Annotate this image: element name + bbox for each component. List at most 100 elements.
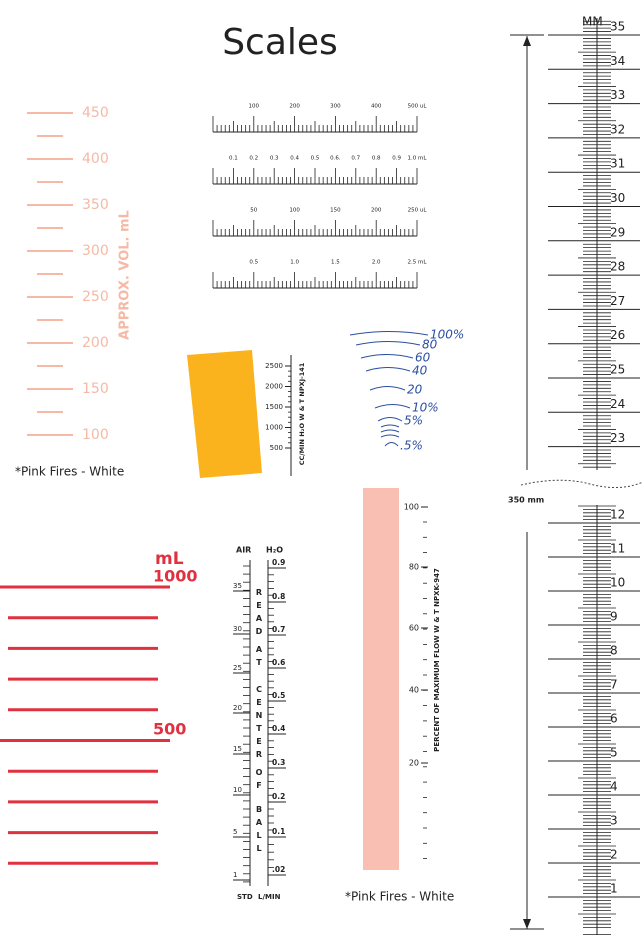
axis-label: PERCENT OF MAXIMUM FLOW W & T NPXK-947	[433, 568, 441, 752]
curve-label: 40	[412, 364, 428, 378]
ruler-label: 1.0	[290, 260, 299, 266]
header: H₂O	[266, 546, 283, 555]
ruler-label: 0.3	[270, 156, 279, 162]
scale-label: 100	[82, 427, 109, 443]
mm-label: 8	[610, 644, 618, 658]
center-word: AT	[255, 645, 264, 671]
curve-line	[365, 367, 411, 372]
mm-label: 24	[610, 397, 625, 411]
curve-label: 60	[415, 351, 431, 365]
mm-label: 27	[610, 294, 625, 308]
mm-label: 1	[610, 882, 618, 896]
scale-label: 250	[82, 289, 109, 305]
ruler-label: 0.5	[311, 156, 320, 162]
air-label: 5	[233, 828, 237, 836]
flow-label: 500	[270, 444, 283, 452]
mm-label: 28	[610, 260, 625, 274]
flow-label: 2500	[265, 362, 283, 370]
mm-label: 4	[610, 780, 618, 794]
percent-label: 80	[409, 563, 419, 572]
scale-label: 150	[82, 381, 109, 397]
h2o-label: 0.9	[272, 558, 285, 567]
ruler-label: 1.5	[331, 260, 340, 266]
curve-line	[380, 434, 400, 438]
arrow	[523, 919, 531, 929]
ruler-label: 200	[371, 208, 382, 214]
air-label: 30	[233, 625, 242, 633]
ruler-label: 400	[371, 104, 382, 110]
h2o-label: 0.3	[272, 758, 285, 767]
curve-label: 10%	[412, 401, 439, 415]
mm-label: 30	[610, 191, 625, 205]
h2o-label: 0.1	[272, 827, 285, 836]
h2o-label: 0.7	[272, 625, 285, 634]
axis-label: CC/MIN H₂O W & T NPXJ-141	[298, 362, 306, 465]
percent-label: 60	[409, 624, 419, 633]
flow-label: 1000	[265, 424, 283, 432]
unit: mL	[155, 549, 184, 569]
mm-label: 33	[610, 88, 625, 102]
mm-label: 29	[610, 225, 625, 239]
air-label: 1	[233, 871, 237, 879]
ruler-label: 0.1	[229, 156, 238, 162]
curve-line	[355, 341, 421, 346]
ruler-label: 100	[289, 208, 300, 214]
scale-label: 450	[82, 105, 109, 121]
mm-label: 2	[610, 848, 618, 862]
mm-label: 6	[610, 712, 618, 726]
flow-label: 2000	[265, 383, 283, 391]
scale-label: 350	[82, 197, 109, 213]
arrow	[523, 36, 531, 46]
ruler-label: 1.0 mL	[408, 156, 428, 162]
ruler-label: 50	[250, 208, 257, 214]
ruler-label: 300	[330, 104, 341, 110]
ruler-label: 0.5	[249, 260, 258, 266]
mm-label: 25	[610, 363, 625, 377]
mm-label: 5	[610, 746, 618, 760]
note: *Pink Fires - White	[15, 465, 124, 479]
air-label: 20	[233, 704, 242, 712]
air-label: 25	[233, 664, 242, 672]
scale-label: 300	[82, 243, 109, 259]
percent-label: 40	[409, 686, 419, 695]
h2o-label: 0.2	[272, 792, 285, 801]
pink-bar	[363, 488, 399, 870]
ruler-label: 0.2	[249, 156, 258, 162]
curve-line	[369, 386, 406, 391]
curve-line	[374, 404, 411, 409]
h2o-label: 0.4	[272, 724, 285, 733]
ruler-label: 500 uL	[408, 104, 428, 110]
h2o-label: 0.6	[272, 658, 285, 667]
ruler-label: 2.5 mL	[408, 260, 428, 266]
h2o-label: 0.5	[272, 691, 285, 700]
mm-label: 31	[610, 157, 625, 171]
curve-line	[349, 331, 429, 336]
mm-label: 10	[610, 576, 625, 590]
title: Scales	[222, 22, 338, 63]
curve-line	[380, 424, 400, 428]
footer: STD	[237, 893, 253, 901]
curve-label: 20	[407, 383, 423, 397]
break-line	[520, 479, 643, 488]
scale-label: 400	[82, 151, 109, 167]
curve-line	[360, 354, 414, 359]
ruler-label: 2.0	[372, 260, 381, 266]
curve-label: 100%	[430, 328, 464, 342]
scale-label: 200	[82, 335, 109, 351]
header: AIR	[236, 546, 251, 555]
h2o-label: 0.8	[272, 592, 285, 601]
percent-label: 20	[409, 759, 419, 768]
center-word: OF	[255, 768, 264, 794]
center-word: BALL	[255, 805, 264, 857]
flow-label: 1500	[265, 403, 283, 411]
center-word: CENTER	[255, 685, 264, 763]
footer: L/MIN	[258, 893, 281, 901]
mm-label: 11	[610, 542, 625, 556]
ruler-label: 0.7	[351, 156, 360, 162]
mm-label: 35	[610, 20, 625, 34]
mm-label: 12	[610, 508, 625, 522]
air-label: 10	[233, 786, 242, 794]
mm-label: 23	[610, 431, 625, 445]
h2o-label: .02	[272, 865, 285, 874]
